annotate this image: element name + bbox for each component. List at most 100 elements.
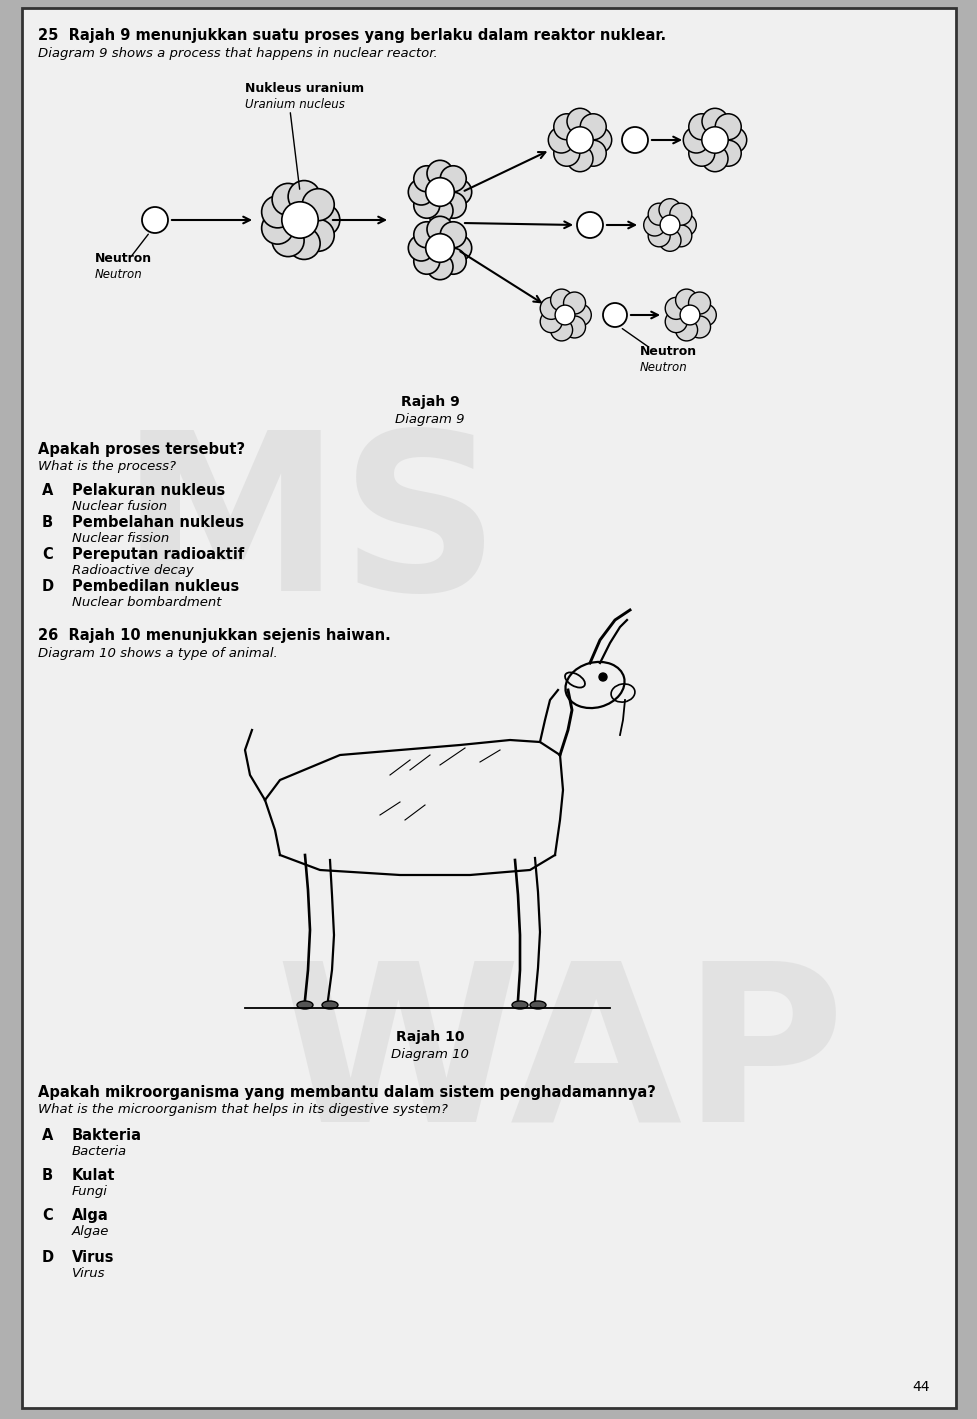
Circle shape (701, 126, 728, 153)
Text: Diagram 9 shows a process that happens in nuclear reactor.: Diagram 9 shows a process that happens i… (38, 47, 438, 60)
Circle shape (720, 126, 745, 153)
Circle shape (675, 319, 697, 341)
Circle shape (446, 236, 471, 261)
Circle shape (658, 199, 680, 221)
Text: 26  Rajah 10 menunjukkan sejenis haiwan.: 26 Rajah 10 menunjukkan sejenis haiwan. (38, 629, 391, 643)
Circle shape (407, 236, 434, 261)
Text: Neutron: Neutron (639, 360, 687, 375)
Circle shape (598, 673, 607, 681)
Circle shape (688, 292, 710, 314)
Text: A: A (42, 482, 54, 498)
Text: Virus: Virus (72, 1250, 114, 1264)
Circle shape (701, 108, 727, 135)
Text: Bakteria: Bakteria (72, 1128, 142, 1142)
Circle shape (683, 126, 708, 153)
Text: Fungi: Fungi (72, 1185, 107, 1198)
Text: Neutron: Neutron (95, 268, 143, 281)
Ellipse shape (530, 1000, 545, 1009)
Ellipse shape (297, 1000, 313, 1009)
Circle shape (413, 221, 440, 248)
Circle shape (308, 204, 339, 236)
Circle shape (550, 319, 572, 341)
Circle shape (262, 196, 293, 228)
Circle shape (427, 254, 452, 280)
Text: Pelakuran nukleus: Pelakuran nukleus (72, 482, 225, 498)
Circle shape (675, 289, 697, 311)
Text: Nuclear fusion: Nuclear fusion (72, 499, 167, 514)
Ellipse shape (321, 1000, 338, 1009)
Text: B: B (42, 1168, 53, 1183)
Circle shape (714, 140, 741, 166)
Circle shape (567, 126, 593, 153)
Circle shape (425, 234, 454, 263)
Circle shape (539, 311, 562, 332)
Circle shape (553, 140, 579, 166)
Text: Nukleus uranium: Nukleus uranium (245, 82, 363, 95)
Circle shape (281, 201, 318, 238)
Text: Pembelahan nukleus: Pembelahan nukleus (72, 515, 244, 531)
Text: Kulat: Kulat (72, 1168, 115, 1183)
Text: Algae: Algae (72, 1225, 109, 1237)
Text: WAP: WAP (275, 954, 844, 1166)
Circle shape (427, 216, 452, 243)
Text: Diagram 9: Diagram 9 (395, 413, 464, 426)
Text: Alga: Alga (72, 1208, 108, 1223)
Circle shape (555, 305, 574, 325)
Circle shape (446, 179, 471, 204)
Circle shape (407, 179, 434, 204)
Circle shape (413, 166, 440, 192)
Text: Apakah mikroorganisma yang membantu dalam sistem penghadamannya?: Apakah mikroorganisma yang membantu dala… (38, 1086, 656, 1100)
Circle shape (579, 140, 606, 166)
Circle shape (673, 214, 696, 236)
Circle shape (567, 108, 592, 135)
Circle shape (688, 114, 714, 140)
Circle shape (576, 211, 603, 238)
Circle shape (440, 192, 466, 219)
Circle shape (648, 203, 669, 226)
Circle shape (659, 216, 679, 236)
Text: Neutron: Neutron (639, 345, 697, 358)
Text: Nuclear fission: Nuclear fission (72, 532, 169, 545)
Text: C: C (42, 546, 53, 562)
Circle shape (550, 289, 572, 311)
Text: B: B (42, 515, 53, 531)
Text: Radioactive decay: Radioactive decay (72, 563, 193, 578)
Circle shape (302, 189, 334, 221)
Circle shape (440, 166, 466, 192)
Text: D: D (42, 1250, 54, 1264)
Circle shape (714, 114, 741, 140)
Text: Diagram 10: Diagram 10 (391, 1049, 468, 1061)
Circle shape (413, 248, 440, 274)
Circle shape (669, 224, 691, 247)
Circle shape (664, 311, 687, 332)
FancyBboxPatch shape (21, 9, 956, 1408)
Circle shape (567, 146, 592, 172)
Circle shape (142, 207, 168, 233)
Circle shape (427, 160, 452, 186)
Circle shape (621, 126, 648, 153)
Text: Virus: Virus (72, 1267, 106, 1280)
Circle shape (688, 316, 710, 338)
Circle shape (694, 304, 715, 326)
Text: C: C (42, 1208, 53, 1223)
Text: Nuclear bombardment: Nuclear bombardment (72, 596, 221, 609)
Circle shape (440, 248, 466, 274)
Text: A: A (42, 1128, 54, 1142)
Text: What is the microorganism that helps in its digestive system?: What is the microorganism that helps in … (38, 1103, 447, 1115)
Circle shape (658, 230, 680, 251)
Circle shape (288, 227, 319, 260)
Text: 25  Rajah 9 menunjukkan suatu proses yang berlaku dalam reaktor nuklear.: 25 Rajah 9 menunjukkan suatu proses yang… (38, 28, 665, 43)
Circle shape (548, 126, 573, 153)
Circle shape (701, 146, 727, 172)
Text: Neutron: Neutron (95, 253, 152, 265)
Text: Uranium nucleus: Uranium nucleus (245, 98, 345, 111)
Circle shape (569, 304, 591, 326)
Ellipse shape (512, 1000, 528, 1009)
Circle shape (579, 114, 606, 140)
Circle shape (563, 292, 585, 314)
Circle shape (440, 221, 466, 248)
Circle shape (603, 304, 626, 326)
Circle shape (262, 211, 293, 244)
Text: D: D (42, 579, 54, 595)
Text: Diagram 10 shows a type of animal.: Diagram 10 shows a type of animal. (38, 647, 277, 660)
